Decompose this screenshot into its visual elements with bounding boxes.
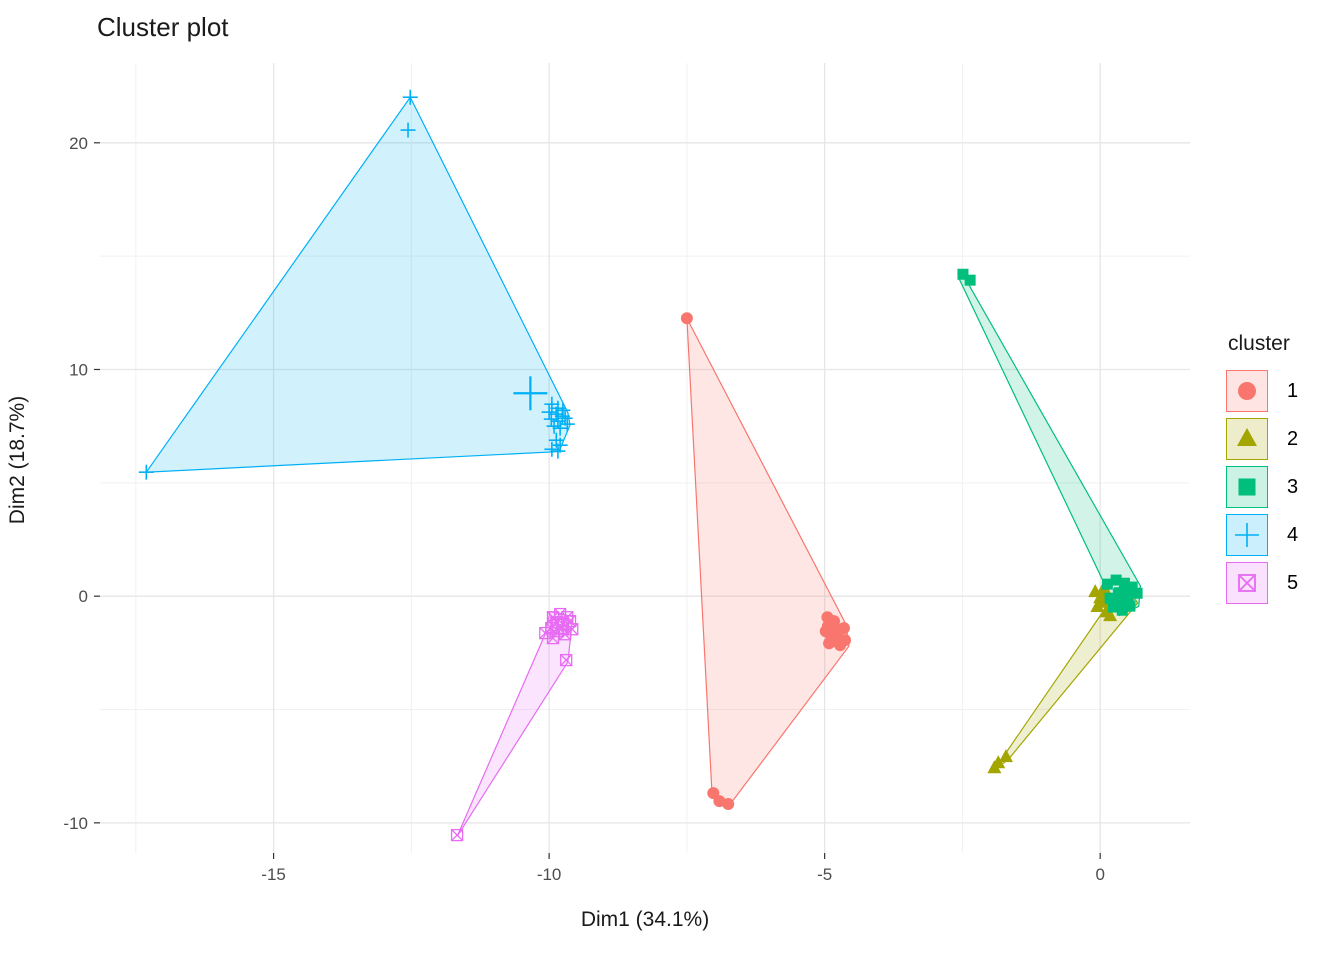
x-axis-title: Dim1 (34.1%) — [580, 908, 710, 931]
cross-marker — [546, 418, 562, 434]
triangle-marker — [998, 749, 1013, 763]
legend-item-1: 1 — [1226, 370, 1298, 412]
square-marker — [1113, 587, 1131, 605]
legend-title: cluster — [1228, 332, 1290, 355]
cluster-4-hull — [145, 96, 571, 473]
triangle-marker — [1103, 608, 1118, 622]
boxed-x-marker — [560, 653, 573, 667]
square-marker — [1126, 581, 1138, 593]
legend-key-circle-icon — [1226, 370, 1268, 412]
cross-marker — [541, 404, 557, 420]
cross-marker — [552, 420, 568, 436]
circle-marker — [680, 312, 693, 325]
cluster-2-hull — [992, 581, 1139, 772]
circle-marker — [1238, 382, 1256, 400]
triangle-marker — [987, 760, 1002, 774]
legend-key-square-icon — [1226, 466, 1268, 508]
square-marker — [964, 274, 976, 286]
cluster-2-points — [987, 580, 1121, 774]
cluster-1-points — [680, 312, 852, 811]
square-marker — [957, 268, 969, 280]
circle-marker — [839, 634, 852, 647]
legend-item-label: 1 — [1287, 379, 1299, 402]
cross-marker — [1235, 523, 1259, 547]
plot-title: Cluster plot — [97, 12, 229, 42]
cluster-3-points — [957, 268, 1143, 616]
boxed-x-marker — [551, 616, 570, 635]
y-tick-label: 10 — [69, 360, 88, 379]
legend-item-label: 5 — [1287, 571, 1299, 594]
square-marker — [1110, 574, 1122, 586]
cross-marker — [543, 411, 559, 427]
y-tick-label: 0 — [79, 587, 88, 606]
legend-key-triangle-icon — [1226, 418, 1268, 460]
legend-key-boxed-x-icon — [1226, 562, 1268, 604]
cross-marker — [400, 122, 416, 138]
circle-marker — [823, 623, 842, 642]
cross-marker — [552, 437, 568, 453]
legend-item-label: 4 — [1287, 523, 1299, 546]
triangle-marker — [1237, 428, 1257, 446]
cluster-3-hull — [959, 269, 1142, 617]
cluster-1-hull — [686, 317, 850, 807]
boxed-x-marker — [450, 828, 464, 842]
y-axis-title: Dim2 (18.7%) — [6, 395, 29, 525]
square-marker — [1238, 478, 1256, 496]
legend-item-label: 3 — [1287, 475, 1299, 498]
boxed-x-marker — [1238, 574, 1256, 592]
cross-marker — [559, 416, 575, 432]
x-tick-label: -15 — [261, 865, 286, 884]
circle-marker — [722, 798, 735, 811]
square-marker — [1118, 577, 1130, 589]
cluster-5-points — [450, 607, 579, 842]
x-tick-label: -10 — [537, 865, 562, 884]
square-marker — [1104, 592, 1116, 604]
square-marker — [1107, 601, 1119, 613]
legend-item-4: 4 — [1226, 514, 1298, 556]
cross-marker — [544, 396, 560, 412]
x-tick-label: -5 — [817, 865, 832, 884]
legend-item-2: 2 — [1226, 418, 1298, 460]
cross-marker — [544, 441, 560, 457]
cross-marker — [550, 443, 566, 459]
cluster-4-points — [138, 89, 575, 480]
legend-items: 1 2 3 4 5 — [1226, 370, 1298, 604]
cross-marker — [402, 89, 418, 105]
square-marker — [1116, 604, 1128, 616]
legend-item-5: 5 — [1226, 562, 1298, 604]
y-tick-label: -10 — [63, 814, 88, 833]
y-tick-label: 20 — [69, 134, 88, 153]
square-marker — [1131, 587, 1143, 599]
cross-marker — [513, 376, 548, 411]
cross-marker — [138, 464, 154, 480]
legend-item-3: 3 — [1226, 466, 1298, 508]
cluster-5-hull — [456, 610, 574, 837]
legend-key-cross-icon — [1226, 514, 1268, 556]
square-marker — [1124, 600, 1136, 612]
legend-item-label: 2 — [1287, 427, 1299, 450]
legend: cluster 1 2 3 4 5 — [1226, 332, 1298, 610]
square-marker — [1101, 578, 1113, 590]
x-tick-label: 0 — [1095, 865, 1104, 884]
cross-marker — [557, 410, 573, 426]
